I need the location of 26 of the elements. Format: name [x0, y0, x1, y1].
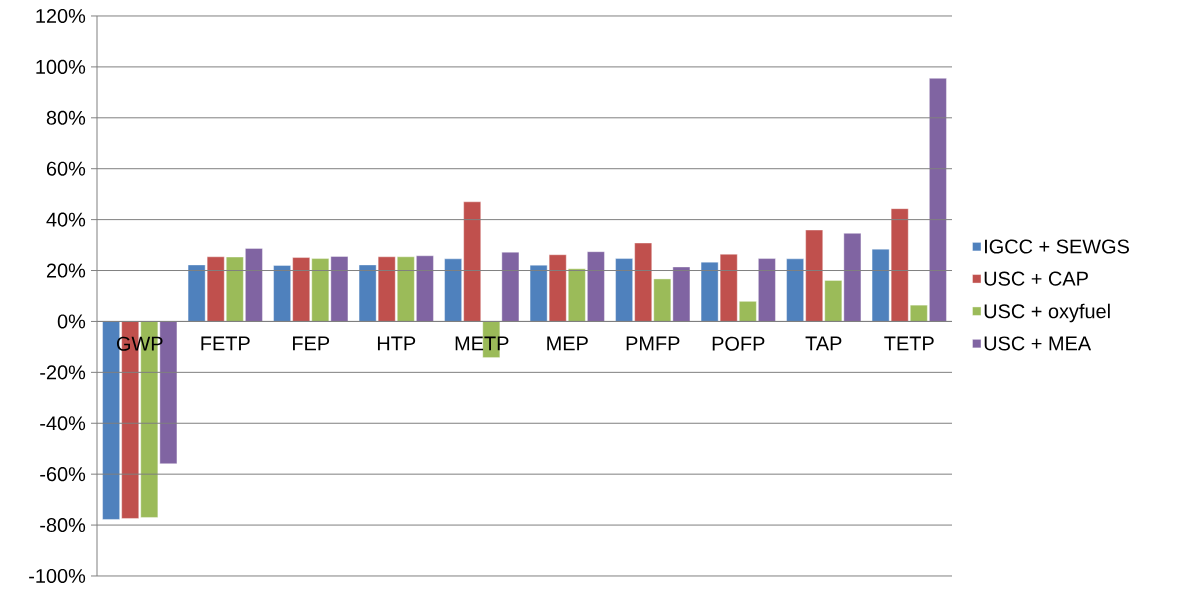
x-tick-label: HTP: [377, 336, 416, 351]
legend-label: USC + oxyfuel: [984, 303, 1110, 323]
x-tick-label: FEP: [293, 336, 330, 351]
x-tick-label: GWP: [116, 336, 163, 351]
y-tick-label: 60%: [46, 161, 86, 176]
legend-label: USC + CAP: [984, 271, 1088, 286]
legend-label: USC + MEA: [984, 336, 1092, 351]
y-tick-label: 0%: [57, 314, 86, 329]
y-tick-label: -100%: [29, 568, 86, 584]
legend-label: IGCC + SEWGS: [985, 239, 1129, 254]
x-tick-label: TAP: [805, 336, 842, 351]
x-tick-label: POFP: [712, 336, 765, 351]
x-tick-label: MEP: [547, 336, 588, 351]
x-tick-label: TETP: [884, 336, 934, 351]
y-tick-label: 120%: [36, 8, 86, 24]
x-tick-label: PMFP: [626, 336, 680, 351]
y-tick-label: 20%: [46, 263, 86, 278]
y-tick-label: -40%: [40, 416, 86, 431]
x-tick-label: FETP: [201, 336, 250, 351]
y-tick-label: -60%: [40, 467, 86, 482]
y-tick-label: 100%: [36, 59, 86, 74]
y-tick-label: 80%: [46, 110, 86, 125]
y-tick-label: -80%: [40, 518, 86, 533]
bar: [501, 252, 520, 322]
y-tick-label: 40%: [46, 212, 86, 227]
y-tick-label: -20%: [40, 365, 86, 380]
